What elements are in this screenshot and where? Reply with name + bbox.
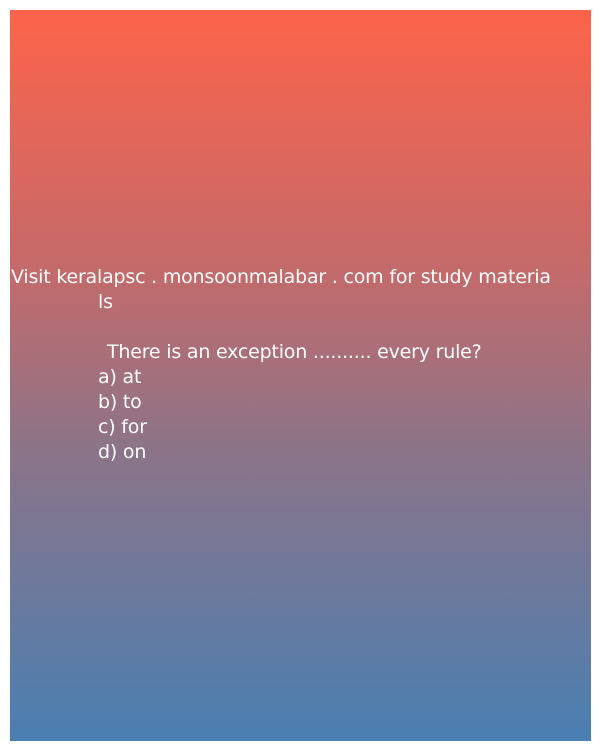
option-d: d) on — [98, 441, 147, 463]
promo-text-line-2: ls — [98, 291, 113, 313]
quiz-card: Visit keralapsc . monsoonmalabar . com f… — [10, 10, 591, 741]
option-a: a) at — [98, 366, 142, 388]
promo-text-line-1: Visit keralapsc . monsoonmalabar . com f… — [11, 266, 551, 288]
question-text: There is an exception .......... every r… — [107, 341, 482, 363]
option-b: b) to — [98, 391, 142, 413]
option-c: c) for — [98, 416, 147, 438]
